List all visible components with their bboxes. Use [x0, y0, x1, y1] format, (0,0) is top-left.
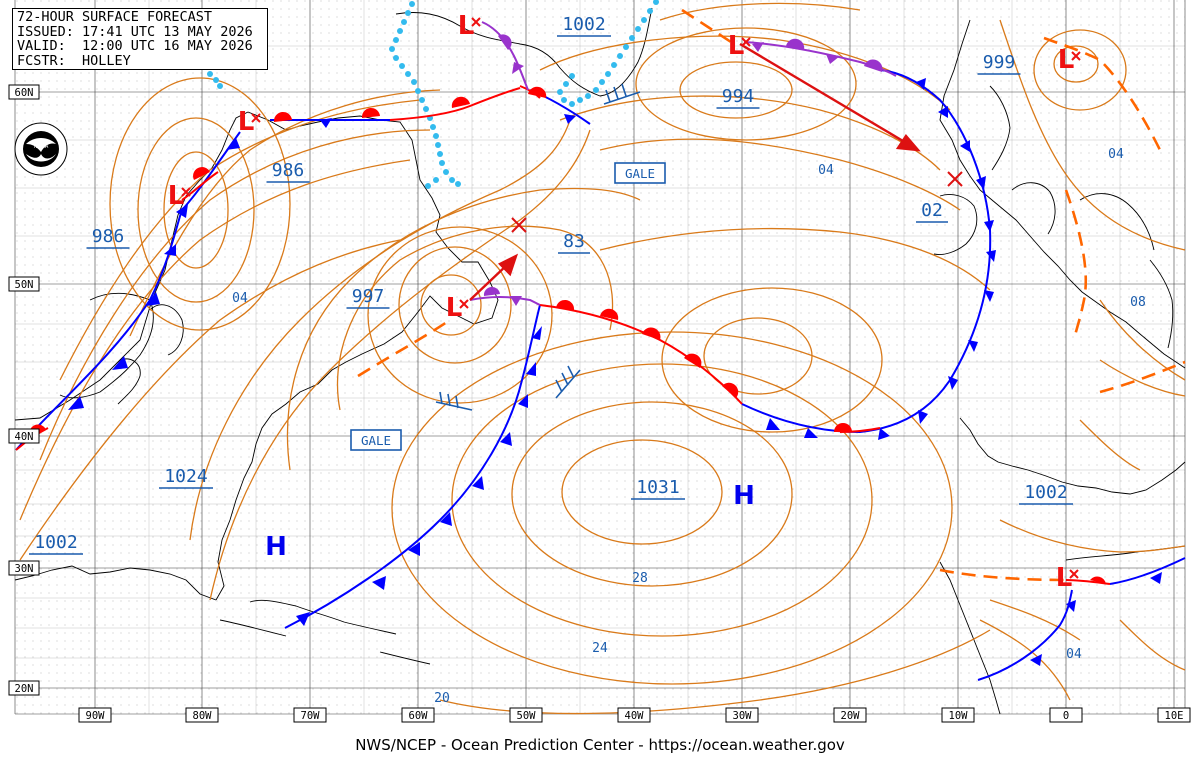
lat-label: 40N — [15, 431, 34, 443]
occluded-fronts — [469, 21, 897, 306]
lon-label: 20W — [841, 710, 861, 722]
lon-label: 30W — [733, 710, 753, 722]
lon-label: 0 — [1063, 710, 1069, 722]
low-center-x — [471, 17, 481, 27]
low-pressure-center: L — [168, 181, 185, 211]
lon-label-box — [941, 707, 975, 723]
pressure-label: 1002 — [34, 532, 77, 553]
lon-label-box — [833, 707, 867, 723]
low-center-x — [459, 299, 469, 309]
lat-label-box — [8, 428, 40, 444]
high-pressure-center: H — [265, 532, 287, 562]
pressure-label: 20 — [434, 691, 450, 706]
pressure-label: 28 — [632, 571, 648, 586]
lat-label: 20N — [15, 683, 34, 695]
pressure-label: 04 — [1066, 647, 1082, 662]
lon-label: 70W — [301, 710, 321, 722]
lon-label: 90W — [86, 710, 106, 722]
pressure-label: 04 — [1108, 147, 1124, 162]
footer-credit: NWS/NCEP - Ocean Prediction Center - htt… — [355, 736, 845, 754]
low-center-x — [251, 113, 261, 123]
low-pressure-center: L — [728, 31, 745, 61]
gale-warning: GALE — [361, 433, 391, 448]
lon-label: 80W — [193, 710, 213, 722]
troughs — [357, 8, 1186, 582]
lon-label-box — [725, 707, 759, 723]
lat-label-box — [8, 276, 40, 292]
pressure-label: 08 — [1130, 295, 1146, 310]
cold-front-barbs — [68, 78, 1162, 666]
pressure-label: 999 — [983, 52, 1016, 73]
lon-label-box — [509, 707, 543, 723]
noaa-logo-icon: NOAA — [14, 122, 68, 176]
pressure-label: 83 — [563, 231, 585, 252]
pressure-label: 24 — [592, 641, 608, 656]
low-pressure-center: L — [1058, 45, 1075, 75]
lat-label: 50N — [15, 279, 34, 291]
lon-label: 60W — [409, 710, 429, 722]
pressure-label: 994 — [722, 86, 755, 107]
forecast-title: 72-HOUR SURFACE FORECAST — [17, 9, 213, 25]
low-center-x — [1071, 51, 1081, 61]
lat-label-box — [8, 84, 40, 100]
lon-label: 10W — [949, 710, 969, 722]
pressure-label: 1002 — [562, 14, 605, 35]
high-pressure-center: H — [733, 481, 755, 511]
issued-time: ISSUED: 17:41 UTC 13 MAY 2026 — [17, 23, 253, 40]
low-center-x — [741, 37, 751, 47]
pressure-label: 04 — [818, 163, 834, 178]
pressure-label: 997 — [352, 286, 385, 307]
gale-warning-box — [350, 429, 402, 451]
gale-warning-box — [614, 162, 666, 184]
gale-warning: GALE — [625, 166, 655, 181]
lat-label-box — [8, 680, 40, 696]
occluded-front-marks — [483, 34, 883, 306]
lon-label-box — [1157, 707, 1191, 723]
lon-label-box — [401, 707, 435, 723]
storm-track-arrows — [469, 42, 921, 301]
lon-label-box — [1049, 707, 1083, 723]
lat-label: 60N — [15, 87, 34, 99]
pressure-label: 02 — [921, 200, 943, 221]
low-pressure-center: L — [446, 293, 463, 323]
future-low-positions — [511, 171, 963, 233]
lon-label-box — [293, 707, 327, 723]
lat-label-box — [8, 560, 40, 576]
lon-label-box — [617, 707, 651, 723]
lon-label: 40W — [625, 710, 645, 722]
low-pressure-center: L — [458, 11, 475, 41]
pressure-label: 04 — [232, 291, 248, 306]
low-pressure-center: L — [1056, 563, 1073, 593]
pressure-label: 1031 — [636, 477, 679, 498]
forecast-header: 72-HOUR SURFACE FORECAST ISSUED: 17:41 U… — [12, 8, 268, 70]
wind-barbs — [435, 83, 641, 411]
lon-label: 10E — [1165, 710, 1184, 722]
pressure-label: 1002 — [1024, 482, 1067, 503]
pressure-label: 986 — [272, 160, 305, 181]
pressure-label: 1024 — [164, 466, 207, 487]
valid-time: VALID: 12:00 UTC 16 MAY 2026 — [17, 38, 253, 55]
lon-label-box — [185, 707, 219, 723]
sea-ice-edge — [207, 0, 659, 189]
lon-label-box — [78, 707, 112, 723]
lon-label: 50W — [517, 710, 537, 722]
lat-label: 30N — [15, 563, 34, 575]
low-pressure-center: L — [238, 107, 255, 137]
coastlines — [14, 7, 1186, 715]
pressure-label: 986 — [92, 226, 125, 247]
forecaster: FCSTR: HOLLEY — [17, 52, 131, 69]
low-center-x — [181, 187, 191, 197]
svg-text:NOAA: NOAA — [34, 144, 49, 150]
low-center-x — [1069, 569, 1079, 579]
